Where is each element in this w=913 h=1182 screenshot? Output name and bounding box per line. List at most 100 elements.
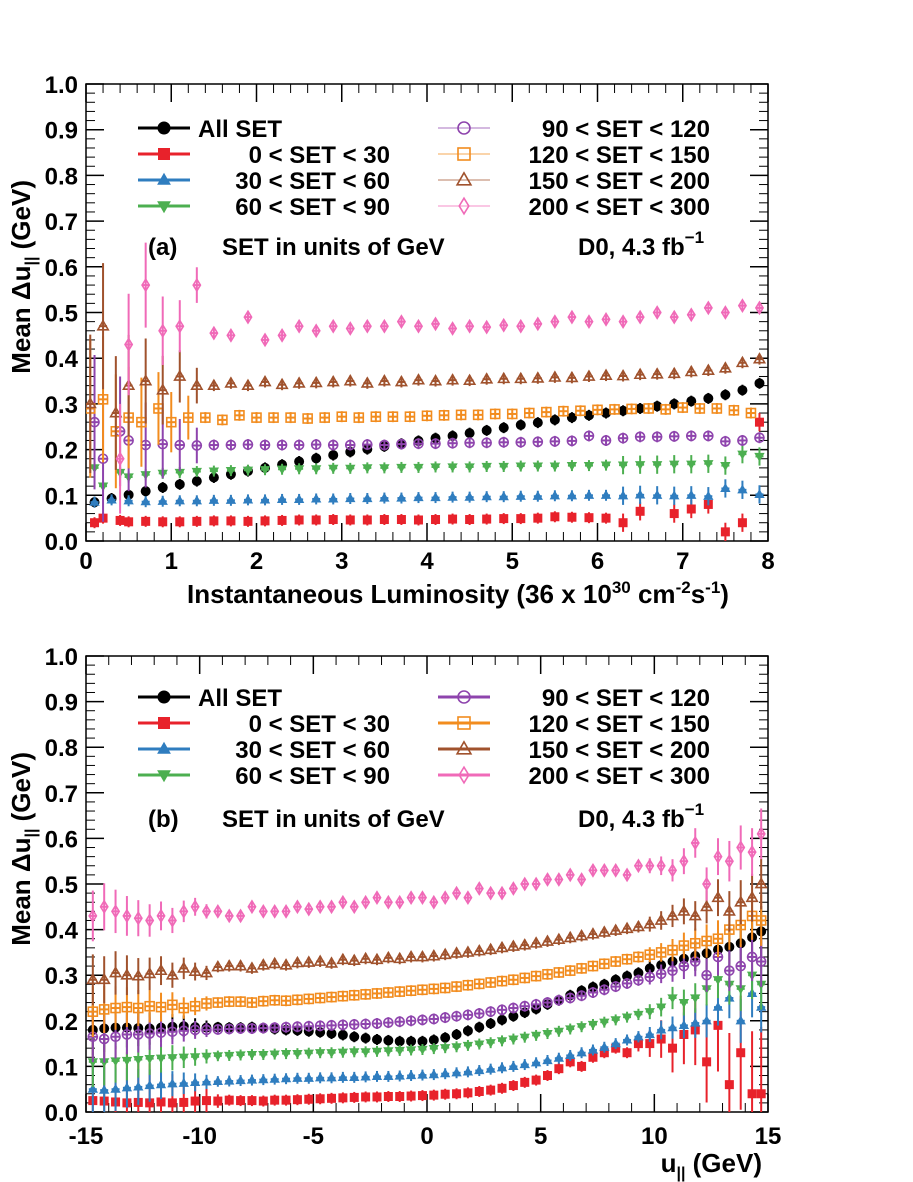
data-point <box>601 311 611 327</box>
legend-item: 90 < SET < 120 <box>438 116 710 143</box>
data-point <box>155 1027 167 1038</box>
data-point <box>718 361 732 373</box>
data-point <box>515 436 527 448</box>
x-tick-label: 2 <box>250 548 263 575</box>
data-point <box>395 1091 405 1101</box>
data-point <box>226 327 236 343</box>
data-point <box>211 959 225 972</box>
data-point <box>345 493 356 503</box>
x-tick-label: 6 <box>591 548 604 575</box>
data-point <box>269 1022 280 1033</box>
data-point <box>532 462 543 472</box>
data-point <box>711 890 725 903</box>
data-point <box>756 826 766 842</box>
data-point <box>349 1092 359 1102</box>
data-point <box>292 1095 302 1105</box>
data-point <box>567 512 577 522</box>
data-point <box>379 439 390 451</box>
data-point <box>223 996 235 1007</box>
data-point <box>371 1034 382 1045</box>
data-point <box>394 1046 405 1056</box>
legend-marker <box>157 172 171 185</box>
data-point <box>495 940 509 953</box>
data-point <box>294 515 304 525</box>
data-point <box>497 1014 508 1025</box>
data-point <box>516 514 526 524</box>
y-tick-label: 0.2 <box>45 438 78 465</box>
data-point <box>383 1091 393 1101</box>
data-point <box>393 951 407 964</box>
data-point <box>462 1066 474 1076</box>
data-point <box>447 437 458 449</box>
data-point <box>542 872 553 887</box>
data-point <box>302 955 316 967</box>
data-point <box>587 960 599 972</box>
data-point <box>175 318 185 334</box>
data-point <box>258 374 272 387</box>
data-point <box>473 1008 485 1019</box>
data-point <box>178 1025 190 1037</box>
data-point <box>326 899 337 915</box>
data-point <box>167 1054 178 1064</box>
data-point <box>212 1024 224 1035</box>
data-point <box>633 1010 644 1020</box>
data-point <box>651 431 663 443</box>
data-point <box>667 944 678 956</box>
data-point <box>496 1004 508 1016</box>
data-point <box>359 951 373 964</box>
data-point <box>644 971 656 983</box>
data-point <box>644 1029 655 1039</box>
data-point <box>315 1094 325 1104</box>
data-point <box>235 1051 246 1061</box>
legend-label: 200 < SET < 300 <box>529 194 710 221</box>
data-point <box>413 463 424 473</box>
data-point <box>621 1034 633 1044</box>
data-point <box>668 1043 678 1053</box>
data-point <box>144 1080 155 1090</box>
data-point <box>217 414 228 426</box>
legend-item: 30 < SET < 60 <box>138 168 390 195</box>
data-point <box>583 410 594 421</box>
data-point <box>88 908 98 924</box>
data-point <box>314 1020 326 1032</box>
data-point <box>583 461 595 471</box>
legend-label: 0 < SET < 30 <box>249 142 390 169</box>
x-tick-label: 0 <box>420 1123 433 1150</box>
data-point <box>633 951 644 963</box>
data-point <box>292 376 306 388</box>
data-point <box>303 1049 314 1059</box>
data-point <box>518 938 532 950</box>
data-point <box>588 1052 598 1062</box>
data-point <box>549 436 561 447</box>
data-point <box>191 495 202 505</box>
panel-b: 0.0 0.1 0.2 0.3 0.4 0.5 0.6 0.7 0.8 0.9 1.0 -15 -10 -… <box>6 644 781 1182</box>
data-point <box>383 1035 394 1046</box>
data-point <box>609 404 620 415</box>
data-point <box>656 858 666 874</box>
legend-item: 150 < SET < 200 <box>438 168 710 195</box>
data-point <box>736 840 746 855</box>
data-point <box>145 913 155 928</box>
data-point <box>379 318 389 334</box>
data-point <box>89 496 100 506</box>
data-point <box>720 305 730 320</box>
data-point <box>711 403 723 414</box>
data-point <box>655 947 667 958</box>
data-point <box>189 1076 201 1086</box>
data-point <box>669 398 680 409</box>
data-point <box>644 949 656 960</box>
y-tick-label: 0.2 <box>45 1009 78 1036</box>
data-point <box>155 1054 167 1064</box>
data-point <box>592 404 603 416</box>
data-point <box>484 942 498 955</box>
data-point <box>383 1047 394 1057</box>
legend-marker <box>157 770 171 783</box>
data-point <box>667 366 681 379</box>
data-point <box>236 908 246 924</box>
data-point <box>379 515 389 525</box>
y-axis-title-sub: || <box>23 257 40 266</box>
data-point <box>337 1029 348 1040</box>
data-point <box>550 314 560 330</box>
data-point <box>451 981 462 992</box>
data-point <box>541 406 552 418</box>
